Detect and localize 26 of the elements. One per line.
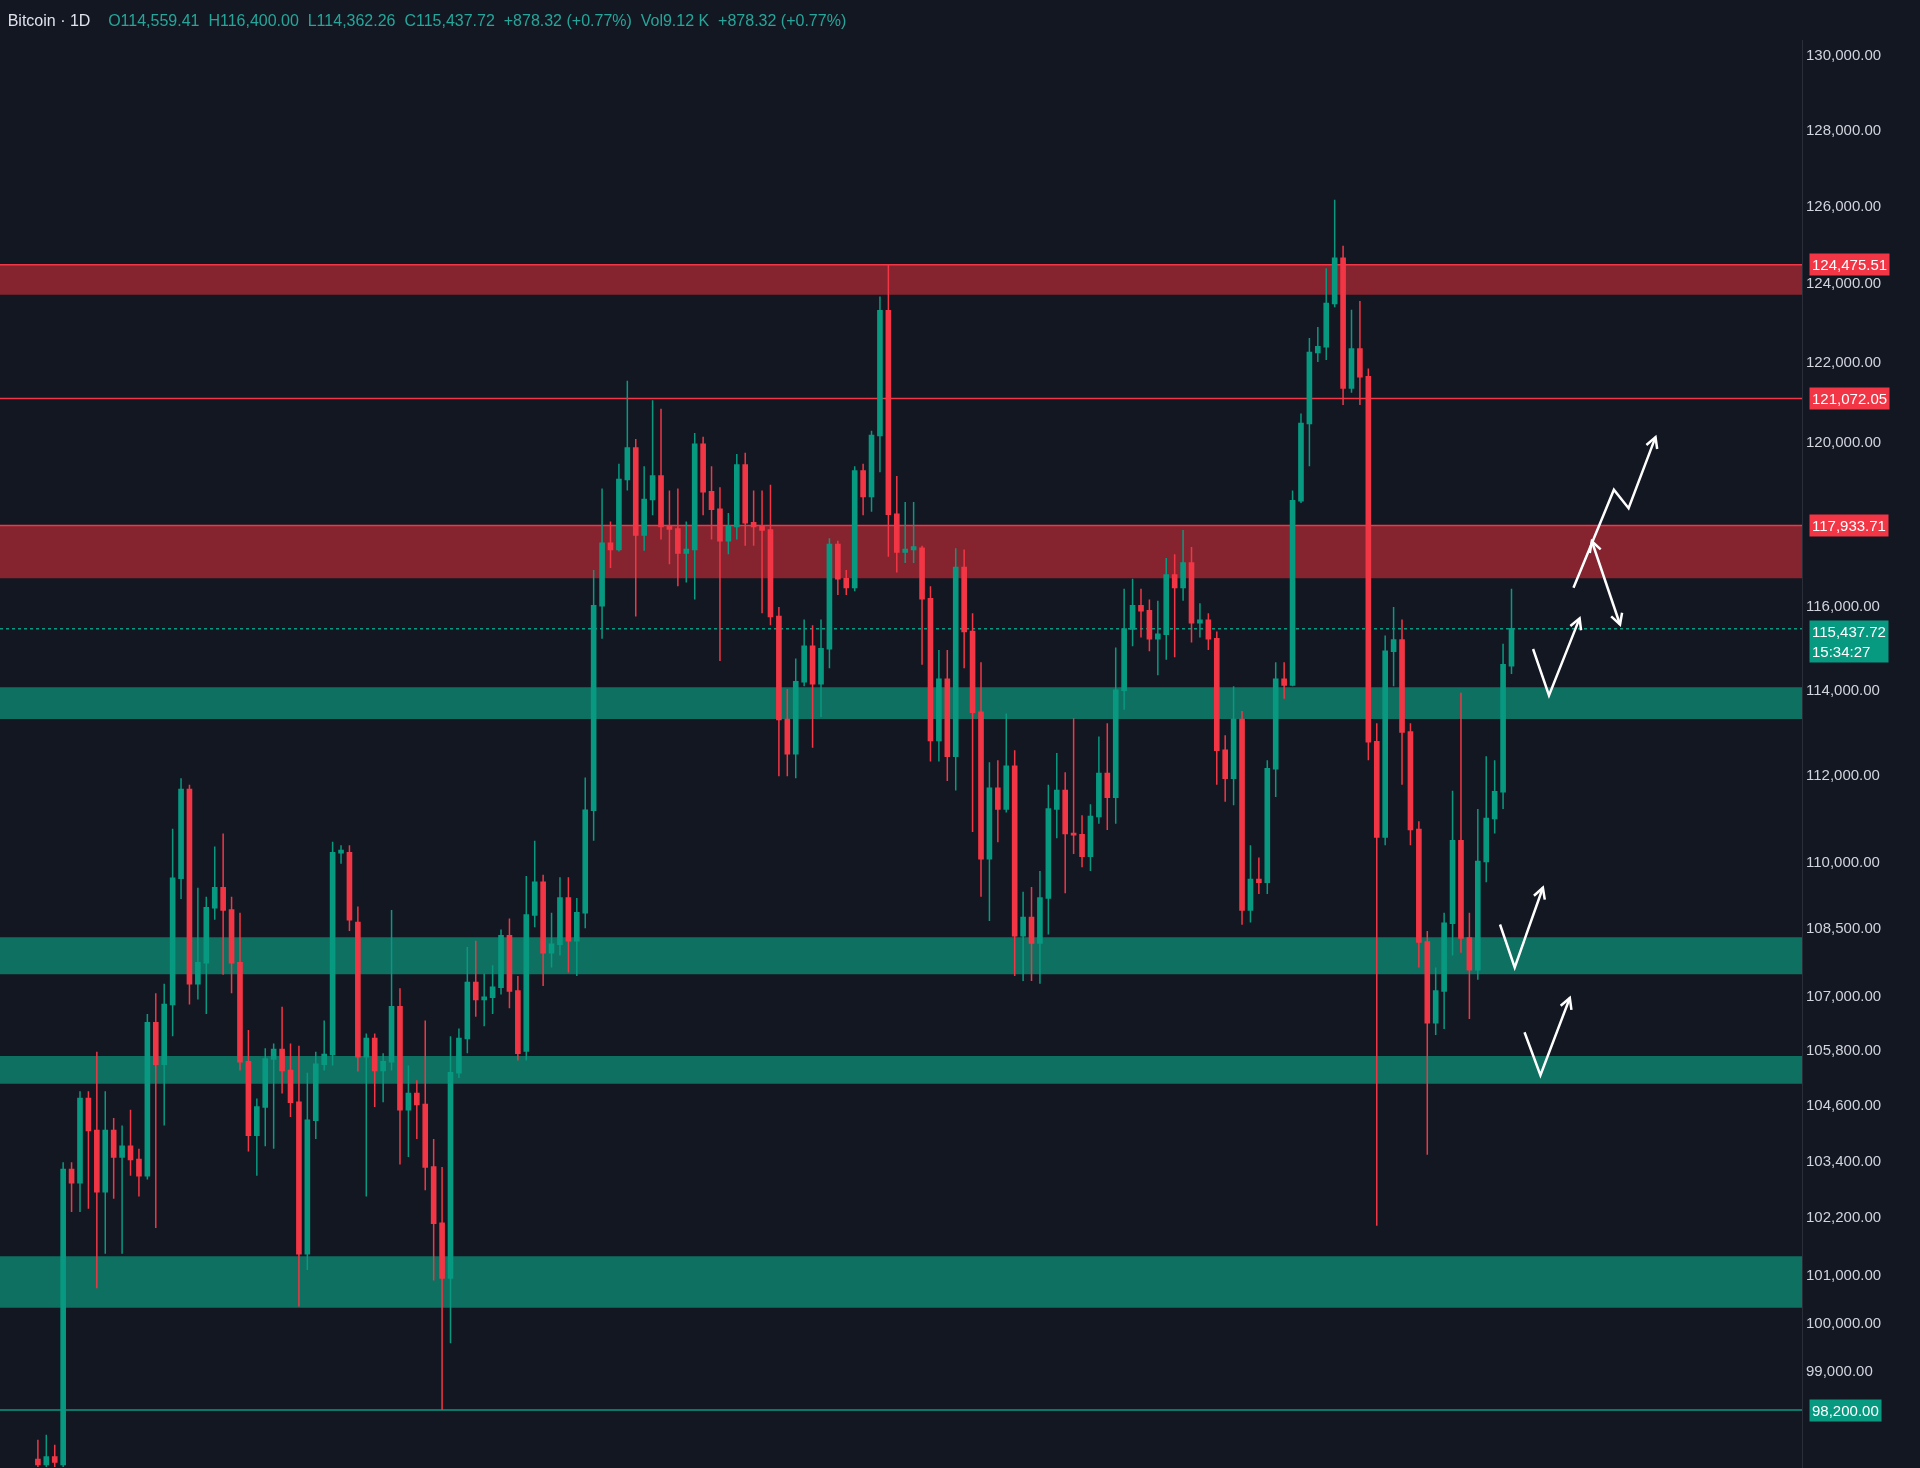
ref-line-label: 115,437.72 15:34:27: [1812, 623, 1886, 660]
chart-title: Bitcoin · 1D: [7, 11, 91, 29]
y-tick-label: 108,500.00: [1806, 919, 1882, 937]
ref-line-label: 121,072.05: [1812, 390, 1888, 407]
y-tick-label: 126,000.00: [1806, 197, 1882, 215]
y-tick-label: 116,000.00: [1806, 596, 1880, 614]
y-tick-label: 105,800.00: [1806, 1041, 1882, 1059]
y-tick-label: 107,000.00: [1806, 986, 1882, 1004]
y-tick-label: 128,000.00: [1806, 120, 1882, 138]
y-tick-label: 130,000.00: [1806, 46, 1882, 64]
y-tick-label: 120,000.00: [1806, 432, 1882, 450]
ref-line-label: 124,475.51: [1812, 256, 1888, 273]
y-tick-label: 102,200.00: [1806, 1208, 1882, 1226]
y-tick-label: 99,000.00: [1806, 1362, 1873, 1380]
y-tick-label: 100,000.00: [1806, 1313, 1882, 1331]
y-tick-label: 112,000.00: [1806, 766, 1880, 784]
y-tick-label: 103,400.00: [1806, 1152, 1882, 1170]
chart-subtitle: O114,559.41 H116,400.00 L114,362.26 C115,437.72 +878.32 (+0.77%) Vol9.12 K +878.32 (+0.77%): [108, 11, 847, 29]
y-tick-label: 114,000.00: [1806, 680, 1880, 698]
ref-line-label: 98,200.00: [1812, 1402, 1879, 1419]
y-tick-label: 104,600.00: [1806, 1096, 1882, 1114]
y-tick-label: 122,000.00: [1806, 352, 1882, 370]
y-tick-label: 101,000.00: [1806, 1265, 1882, 1283]
y-tick-label: 124,000.00: [1806, 274, 1882, 292]
ref-line-label: 117,933.71: [1812, 517, 1886, 534]
y-tick-label: 110,000.00: [1806, 853, 1880, 871]
